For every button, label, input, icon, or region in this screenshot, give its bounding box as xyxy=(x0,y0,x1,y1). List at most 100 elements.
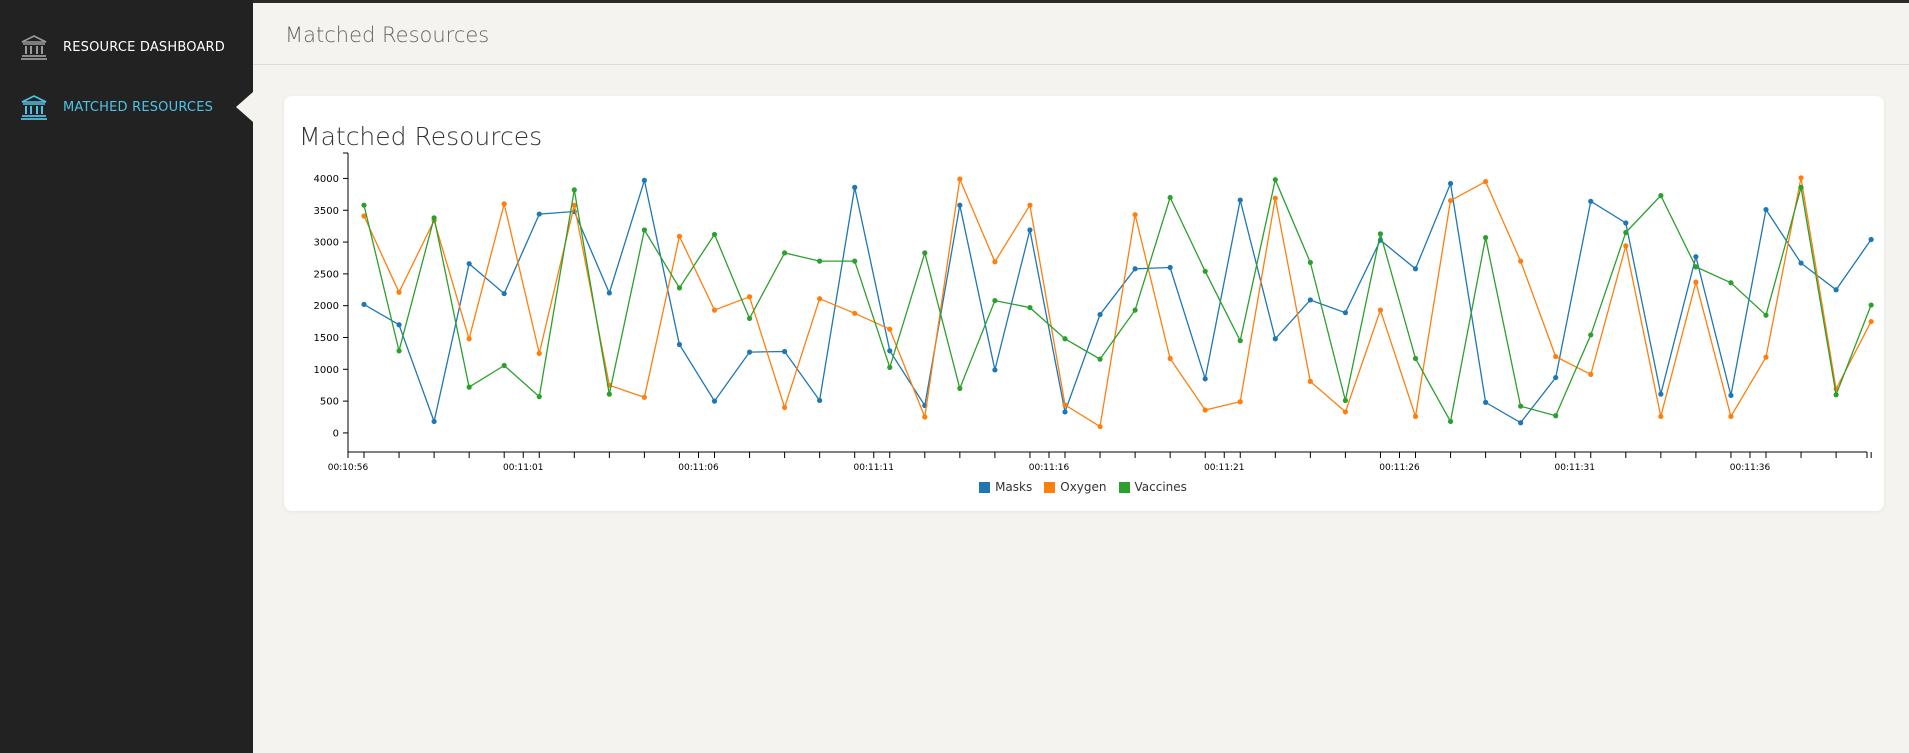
legend-label: Oxygen xyxy=(1060,480,1107,494)
data-point-vaccines xyxy=(1272,177,1278,183)
data-point-vaccines xyxy=(1518,403,1524,409)
data-point-oxygen xyxy=(746,294,753,300)
data-point-masks xyxy=(466,261,472,267)
chart-legend: Masks Oxygen Vaccines xyxy=(284,478,1884,496)
data-point-oxygen xyxy=(1272,195,1278,201)
legend-swatch xyxy=(1044,481,1056,493)
series-line-vaccines xyxy=(363,177,1872,424)
data-point-vaccines xyxy=(1412,355,1419,362)
x-tick-label: 00:11:01 xyxy=(503,463,543,473)
sidebar-item-label: RESOURCE DASHBOARD xyxy=(63,40,225,55)
legend-item-oxygen[interactable]: Oxygen xyxy=(1044,478,1107,496)
data-point-oxygen xyxy=(361,213,367,219)
data-point-vaccines xyxy=(1342,397,1348,404)
data-point-oxygen xyxy=(641,394,647,400)
legend-item-vaccines[interactable]: Vaccines xyxy=(1118,478,1187,496)
data-point-vaccines xyxy=(1623,229,1629,236)
series-line-oxygen xyxy=(363,176,1872,428)
data-point-vaccines xyxy=(1658,193,1664,199)
data-point-oxygen xyxy=(1588,371,1594,377)
data-point-masks xyxy=(1062,409,1068,415)
data-point-oxygen xyxy=(501,201,507,207)
data-point-masks xyxy=(606,290,612,296)
data-point-oxygen xyxy=(676,233,683,239)
data-point-vaccines xyxy=(676,285,683,291)
data-point-oxygen xyxy=(1623,243,1629,249)
active-nav-pointer xyxy=(236,92,253,122)
data-point-masks xyxy=(887,348,893,354)
card-title: Matched Resources xyxy=(299,122,543,151)
data-point-masks xyxy=(676,341,683,348)
data-point-oxygen xyxy=(1447,198,1454,204)
data-point-masks xyxy=(1097,311,1103,318)
y-tick-label: 2000 xyxy=(314,301,339,312)
data-point-vaccines xyxy=(1377,231,1384,237)
data-point-masks xyxy=(1658,391,1664,397)
data-point-masks xyxy=(711,398,718,404)
data-point-vaccines xyxy=(641,227,647,233)
data-point-oxygen xyxy=(817,296,823,302)
data-point-masks xyxy=(1833,287,1839,293)
y-tick-label: 0 xyxy=(333,428,339,439)
data-point-vaccines xyxy=(431,215,437,221)
data-point-oxygen xyxy=(466,336,472,342)
data-point-vaccines xyxy=(711,231,718,238)
data-point-oxygen xyxy=(1027,202,1033,208)
data-point-oxygen xyxy=(1518,258,1524,264)
data-point-oxygen xyxy=(1377,307,1384,313)
legend-item-masks[interactable]: Masks xyxy=(979,478,1032,496)
x-tick-label: 00:11:36 xyxy=(1730,463,1771,473)
data-point-masks xyxy=(1342,310,1348,316)
data-point-masks xyxy=(1868,236,1874,243)
data-point-vaccines xyxy=(817,258,823,264)
bank-icon xyxy=(21,95,47,120)
data-point-vaccines xyxy=(1307,259,1313,266)
sidebar-item-matched-resources[interactable]: MATCHED RESOURCES xyxy=(0,87,253,127)
data-point-oxygen xyxy=(852,310,858,316)
series-line-masks xyxy=(363,177,1872,424)
x-tick-label: 00:11:11 xyxy=(854,463,894,473)
sidebar-item-resource-dashboard[interactable]: RESOURCE DASHBOARD xyxy=(0,27,253,67)
y-tick-label: 2500 xyxy=(314,269,339,280)
legend-label: Masks xyxy=(995,480,1033,494)
data-point-oxygen xyxy=(1763,354,1769,360)
data-point-vaccines xyxy=(1447,418,1454,425)
data-point-vaccines xyxy=(1202,268,1208,274)
legend-swatch xyxy=(1118,481,1130,493)
data-point-vaccines xyxy=(1237,338,1243,344)
data-point-masks xyxy=(536,211,542,217)
data-point-vaccines xyxy=(1798,184,1804,190)
legend-swatch xyxy=(979,481,991,493)
x-tick-label: 00:11:21 xyxy=(1204,463,1244,473)
y-tick-label: 3500 xyxy=(314,206,339,217)
data-point-masks xyxy=(431,418,437,425)
data-point-oxygen xyxy=(1728,413,1734,419)
data-point-vaccines xyxy=(536,394,542,400)
data-point-oxygen xyxy=(887,326,893,332)
y-tick-label: 1000 xyxy=(314,365,339,376)
x-tick-label: 00:11:31 xyxy=(1555,463,1595,473)
data-point-masks xyxy=(1167,264,1173,271)
data-point-masks xyxy=(1763,207,1769,213)
data-point-oxygen xyxy=(1202,407,1208,413)
bank-icon xyxy=(21,35,47,60)
data-point-masks xyxy=(1412,266,1419,272)
data-point-vaccines xyxy=(746,315,753,322)
top-border xyxy=(0,0,1909,3)
data-point-masks xyxy=(782,348,788,355)
line-chart: 0 500 1000 1500 2000 2500 3000 3500 4000 00:10:56… xyxy=(314,152,1874,473)
data-point-oxygen xyxy=(396,289,402,295)
data-point-masks xyxy=(1202,376,1208,382)
data-point-masks xyxy=(852,184,858,190)
data-point-oxygen xyxy=(1798,175,1804,181)
data-point-oxygen xyxy=(1412,413,1419,419)
data-point-oxygen xyxy=(571,202,577,208)
data-point-oxygen xyxy=(1868,318,1874,325)
data-point-oxygen xyxy=(957,176,963,182)
data-point-vaccines xyxy=(571,187,577,193)
y-tick-label: 1500 xyxy=(314,333,339,344)
x-tick-label: 00:10:56 xyxy=(328,463,369,473)
data-point-masks xyxy=(361,301,367,308)
legend-label: Vaccines xyxy=(1134,480,1187,494)
chart-card: Matched Resources 0 500 1000 1500 2000 2500 30… xyxy=(284,96,1884,511)
